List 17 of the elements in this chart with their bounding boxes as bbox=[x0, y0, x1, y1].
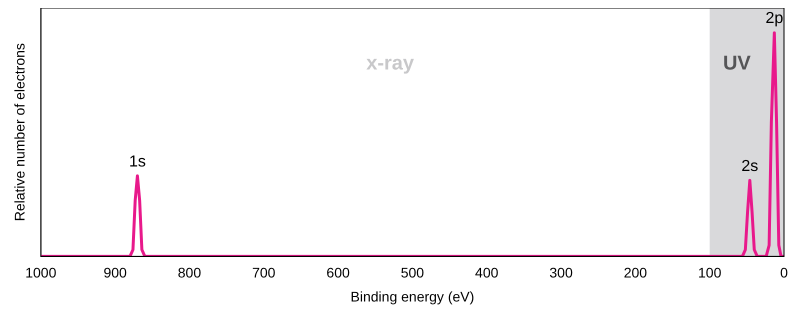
band-label: UV bbox=[722, 52, 752, 75]
x-tick-label: 600 bbox=[326, 264, 350, 281]
x-tick-label: 200 bbox=[624, 264, 648, 281]
x-tick-label: 300 bbox=[549, 264, 573, 281]
y-axis-title: Relative number of electrons bbox=[11, 43, 28, 222]
annotation: 1s bbox=[128, 153, 146, 170]
x-tick-label: 700 bbox=[252, 264, 276, 281]
x-tick-label: 900 bbox=[103, 264, 128, 281]
x-tick-label: 500 bbox=[400, 264, 424, 281]
x-tick-label: 1000 bbox=[25, 264, 57, 281]
x-tick-label: 800 bbox=[178, 264, 202, 281]
x-tick-label: 400 bbox=[475, 264, 499, 281]
x-tick-label: 100 bbox=[698, 264, 722, 281]
x-tick-label: 0 bbox=[780, 264, 788, 281]
annotation: 2s bbox=[741, 158, 758, 175]
annotation: 2p bbox=[765, 10, 784, 28]
x-axis-title: Binding energy (eV) bbox=[350, 288, 474, 304]
